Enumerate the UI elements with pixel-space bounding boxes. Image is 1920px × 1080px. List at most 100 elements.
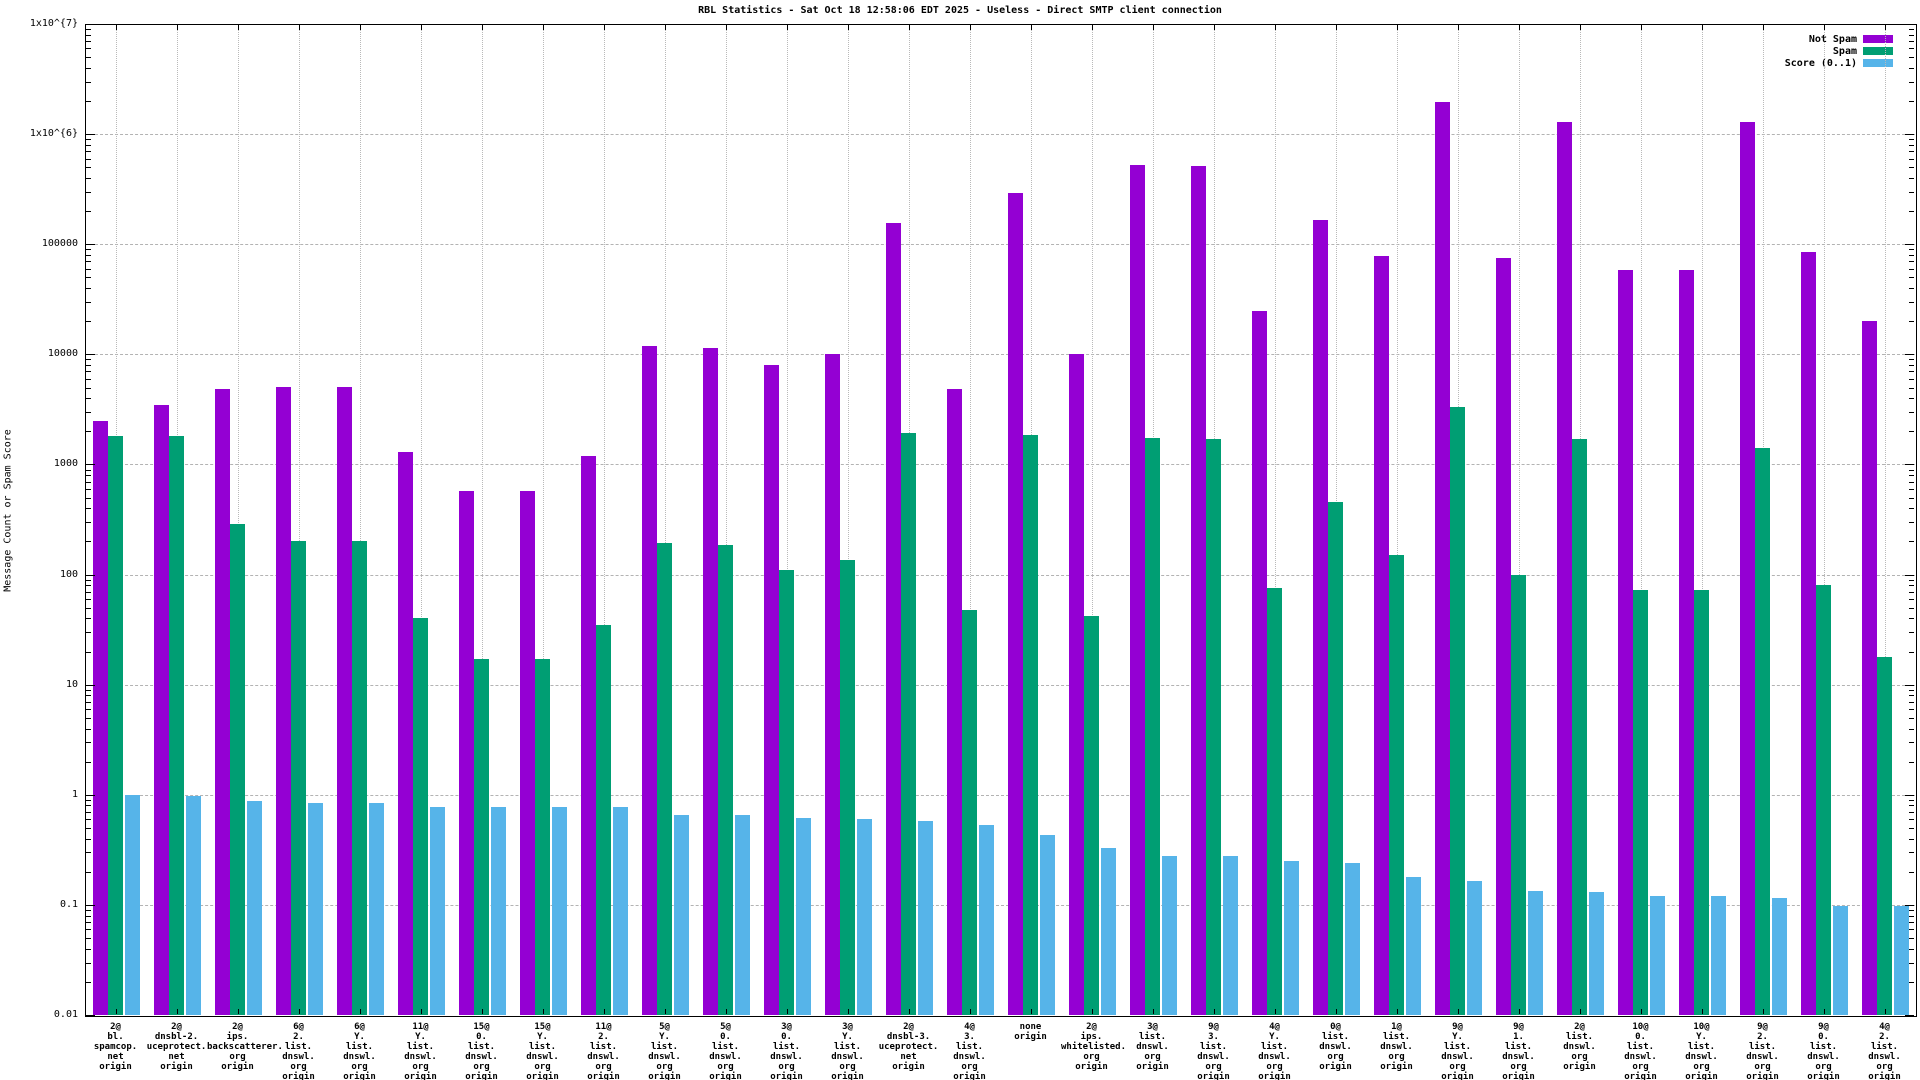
chart-title: RBL Statistics - Sat Oct 18 12:58:06 EDT… — [698, 5, 1222, 16]
y-gridline — [85, 684, 1915, 686]
y-minor-tick — [86, 67, 91, 69]
x-gridline — [786, 24, 788, 1015]
x-tick — [481, 1009, 483, 1014]
y-minor-tick — [1909, 139, 1914, 141]
x-tick-label: 11@ Y. list. dnswl. org origin — [404, 1022, 437, 1080]
y-minor-tick — [86, 497, 91, 499]
bar-not-spam — [336, 386, 352, 1015]
x-tick — [1823, 25, 1825, 30]
x-tick — [1335, 25, 1337, 30]
y-minor-tick — [1909, 632, 1914, 634]
y-minor-tick — [86, 599, 91, 600]
y-major-tick — [86, 1015, 95, 1016]
x-gridline — [1640, 24, 1642, 1015]
bar-spam — [351, 541, 367, 1015]
x-tick-label: 6@ 2. list. dnswl. org origin — [282, 1022, 315, 1080]
x-tick — [1701, 25, 1703, 30]
x-tick-label: 6@ Y. list. dnswl. org origin — [343, 1022, 376, 1080]
y-minor-tick — [86, 365, 91, 366]
y-minor-tick — [86, 378, 91, 380]
y-minor-tick — [1909, 921, 1914, 923]
x-tick-label: none origin — [1014, 1022, 1047, 1042]
bar-score-0-1- — [1771, 898, 1787, 1015]
x-tick-label: 2@ bl. spamcop. net origin — [93, 1022, 138, 1072]
bar-spam — [1754, 448, 1770, 1015]
bar-not-spam — [641, 345, 657, 1015]
bar-score-0-1- — [917, 820, 933, 1015]
y-minor-tick — [86, 41, 91, 43]
bar-spam — [412, 618, 428, 1015]
bar-spam — [534, 659, 550, 1015]
y-minor-tick — [86, 709, 91, 711]
bar-spam — [168, 436, 184, 1015]
y-gridline — [85, 574, 1915, 576]
y-tick-label: 0.1 — [59, 898, 78, 910]
y-minor-tick — [1909, 371, 1914, 373]
x-tick-label: 10@ Y. list. dnswl. org origin — [1685, 1022, 1718, 1080]
x-tick-label: 2@ dnsbl-3. uceprotect. net origin — [878, 1022, 939, 1072]
bar-score-0-1- — [246, 800, 262, 1015]
x-tick — [1579, 25, 1581, 30]
x-tick — [786, 1009, 788, 1014]
bar-not-spam — [763, 365, 779, 1015]
bar-score-0-1- — [1893, 906, 1909, 1015]
x-tick — [664, 1009, 666, 1014]
x-tick — [847, 1009, 849, 1014]
y-major-tick — [86, 24, 95, 25]
x-tick-label: 0@ list. dnswl. org origin — [1319, 1022, 1352, 1072]
x-tick — [1213, 25, 1215, 30]
x-tick — [969, 25, 971, 30]
x-tick-label: 2@ ips. backscatterer. org origin — [207, 1022, 283, 1072]
legend-item-score: Score (0..1) — [1715, 58, 1893, 69]
y-minor-tick — [86, 541, 91, 543]
y-minor-tick — [86, 301, 91, 303]
y-minor-tick — [1909, 871, 1914, 873]
y-minor-tick — [1909, 761, 1914, 763]
legend-label-not-spam: Not Spam — [1808, 34, 1857, 45]
x-tick — [1884, 25, 1886, 30]
y-minor-tick — [1909, 915, 1914, 917]
y-minor-tick — [86, 177, 91, 179]
bar-score-0-1- — [1710, 896, 1726, 1015]
x-tick — [1335, 1009, 1337, 1014]
y-minor-tick — [86, 591, 91, 593]
bar-not-spam — [1190, 166, 1206, 1015]
y-minor-tick — [1909, 709, 1914, 711]
y-minor-tick — [1909, 29, 1914, 30]
bar-score-0-1- — [490, 806, 506, 1015]
y-minor-tick — [86, 618, 91, 620]
y-minor-tick — [1909, 728, 1914, 730]
bar-spam — [900, 432, 916, 1015]
y-minor-tick — [1909, 701, 1914, 703]
bar-score-0-1- — [1405, 876, 1421, 1015]
bar-score-0-1- — [307, 802, 323, 1015]
y-minor-tick — [86, 249, 91, 251]
y-minor-tick — [1909, 211, 1914, 213]
bar-spam — [1083, 616, 1099, 1015]
bar-score-0-1- — [1283, 861, 1299, 1015]
y-minor-tick — [1909, 398, 1914, 400]
x-tick — [176, 25, 178, 30]
x-tick — [908, 25, 910, 30]
x-tick — [1213, 1009, 1215, 1014]
y-major-tick — [86, 794, 95, 796]
bar-spam — [1693, 590, 1709, 1015]
x-gridline — [542, 24, 544, 1015]
y-minor-tick — [86, 371, 91, 373]
x-tick — [1457, 25, 1459, 30]
x-tick — [115, 25, 117, 30]
y-minor-tick — [86, 819, 91, 821]
y-minor-tick — [86, 981, 91, 983]
y-major-tick — [1905, 904, 1914, 906]
y-minor-tick — [1909, 909, 1914, 911]
bar-not-spam — [946, 389, 962, 1015]
bar-score-0-1- — [1222, 855, 1238, 1015]
y-minor-tick — [86, 805, 91, 807]
y-minor-tick — [86, 799, 91, 801]
y-gridline — [85, 464, 1915, 466]
y-minor-tick — [86, 151, 91, 153]
y-minor-tick — [1909, 852, 1914, 854]
x-gridline — [725, 24, 727, 1015]
y-tick-label: 10000 — [47, 348, 78, 360]
x-tick — [603, 1009, 605, 1014]
